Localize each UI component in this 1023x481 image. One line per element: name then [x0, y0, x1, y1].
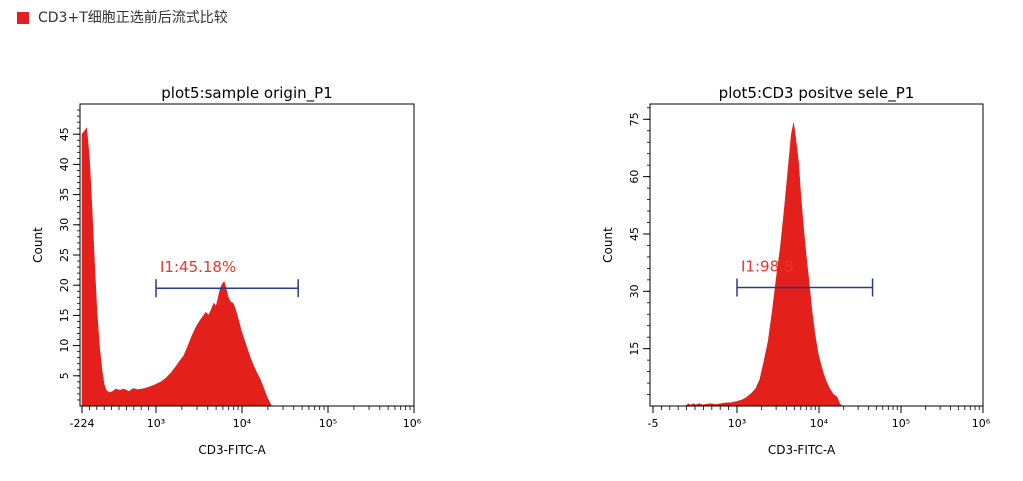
right-y-tick-label: 15: [628, 342, 641, 356]
right-gate-label: I1:98.8: [741, 257, 793, 275]
left-y-tick-label: 40: [58, 157, 71, 171]
figure-title: CD3+T细胞正选前后流式比较: [38, 10, 228, 26]
left-histogram-area: [81, 127, 272, 407]
right-y-tick-label: 75: [628, 112, 641, 126]
right-x-tick-label: 10⁴: [810, 417, 829, 430]
right-x-tick-label: -5: [648, 417, 659, 430]
right-plot-frame: [649, 103, 984, 407]
left-x-tick-label: 10⁶: [403, 417, 422, 430]
left-y-tick-label: 30: [58, 218, 71, 232]
right-x-tick-label: 10⁵: [892, 417, 910, 430]
left-x-tick-label: 10⁴: [233, 417, 252, 430]
left-x-tick-label: 10⁵: [319, 417, 337, 430]
right-y-tick-label: 30: [628, 284, 641, 298]
left-x-tick-label: 10³: [147, 417, 165, 430]
left-y-tick-label: 10: [58, 339, 71, 353]
right-y-axis-label: Count: [601, 227, 615, 263]
left-y-tick-label: 5: [58, 372, 71, 379]
left-y-axis-label: Count: [31, 227, 45, 263]
left-x-tick-label: -224: [70, 417, 95, 430]
left-chart-title: plot5:sample origin_P1: [161, 84, 332, 103]
left-y-tick-label: 25: [58, 248, 71, 262]
left-gate-label: I1:45.18%: [160, 258, 236, 276]
left-y-tick-label: 20: [58, 278, 71, 292]
figure-header: CD3+T细胞正选前后流式比较: [17, 10, 228, 26]
right-chart-title: plot5:CD3 positve sele_P1: [719, 84, 915, 103]
red-square-icon: [17, 12, 29, 24]
left-chart: plot5:sample origin_P1 -224 10³ 10⁴ 10⁵ 10⁶ CD…: [31, 84, 422, 457]
right-y-tick-label: 45: [628, 227, 641, 241]
left-y-tick-label: 15: [58, 308, 71, 322]
right-x-tick-label: 10³: [728, 417, 746, 430]
left-y-tick-label: 45: [58, 127, 71, 141]
left-x-axis-label: CD3-FITC-A: [198, 443, 266, 457]
left-y-tick-label: 35: [58, 188, 71, 202]
right-x-tick-label: 10⁶: [972, 417, 991, 430]
right-x-axis-label: CD3-FITC-A: [768, 443, 836, 457]
right-y-tick-label: 60: [628, 170, 641, 184]
right-chart: plot5:CD3 positve sele_P1 -5 10³ 10⁴ 10⁵ 10⁶ C…: [601, 84, 991, 457]
right-histogram-area: [684, 123, 843, 407]
